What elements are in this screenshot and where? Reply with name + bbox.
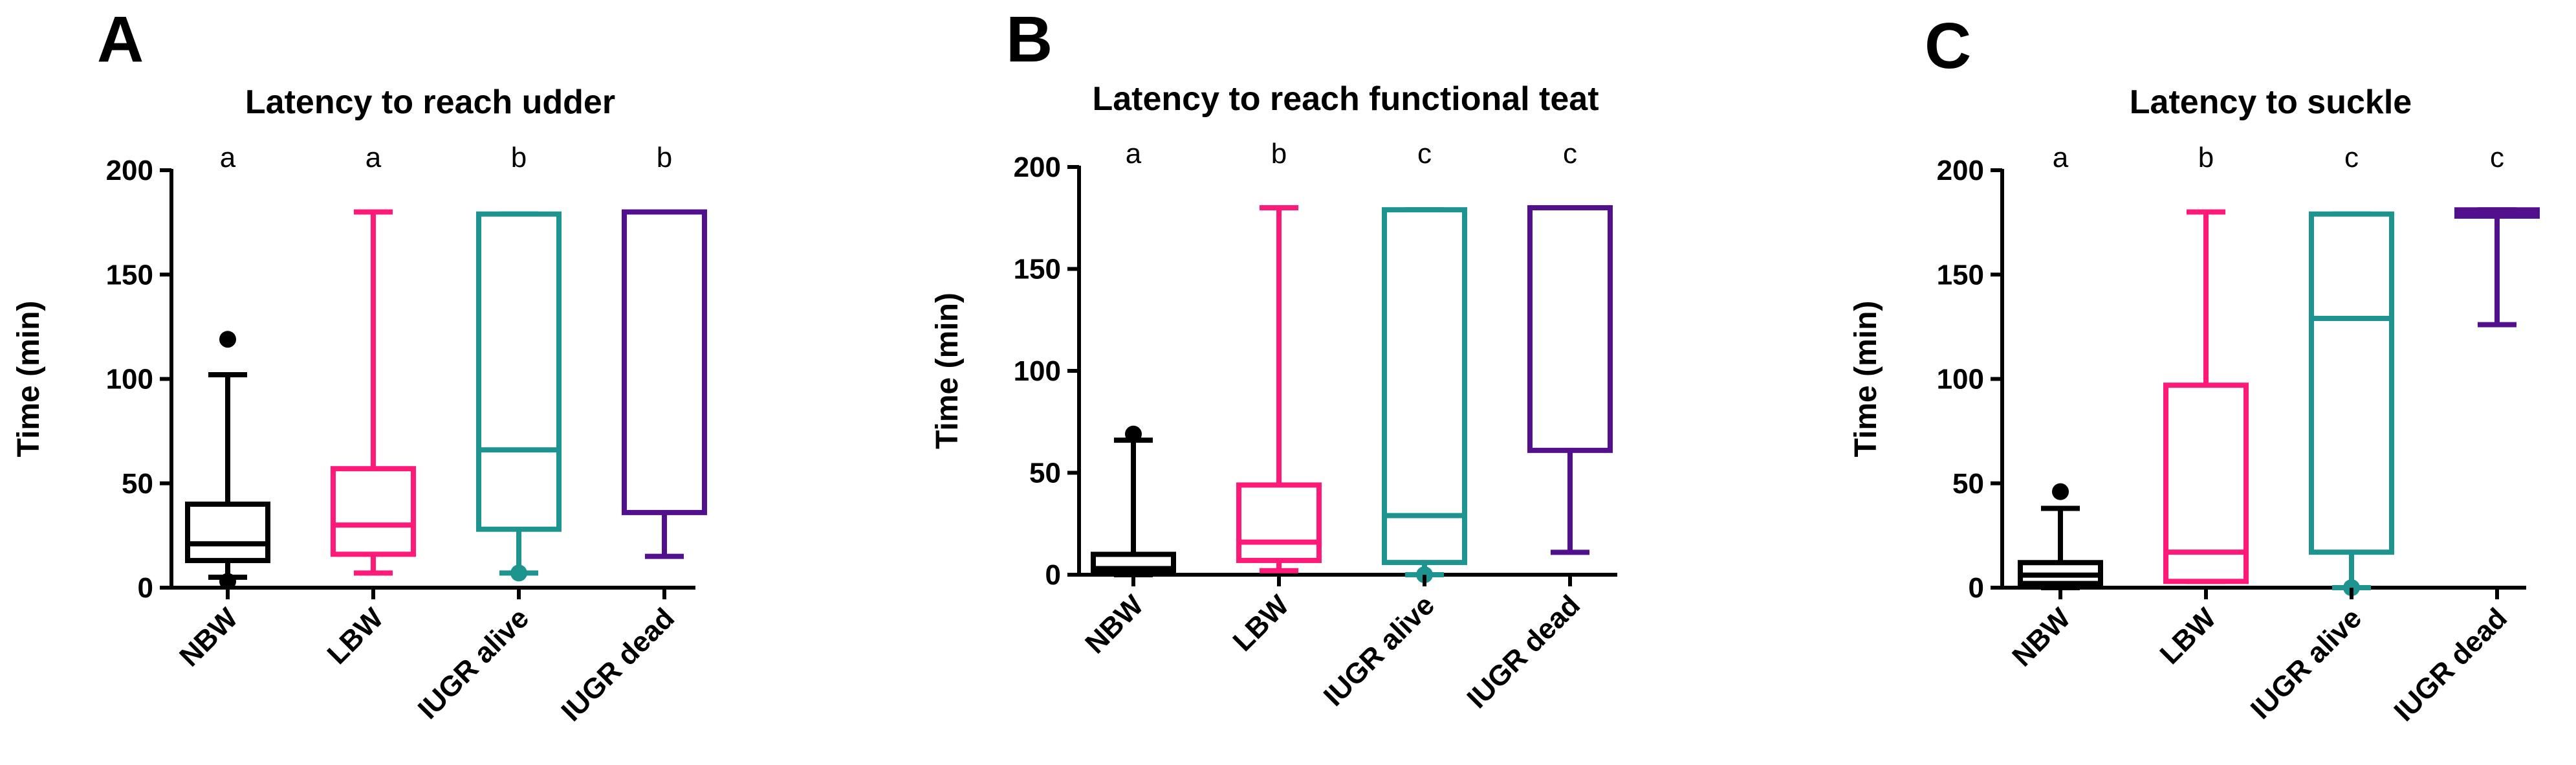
chart-title: Latency to reach functional teat <box>1092 80 1599 118</box>
panel-b: B Latency to reach functional teat Time (m… <box>930 3 1617 715</box>
significance-letter: b <box>657 142 672 173</box>
x-tick-label: LBW <box>1227 589 1296 658</box>
chart-title: Latency to suckle <box>2130 83 2412 121</box>
box-iqr <box>1236 482 1322 563</box>
significance-letter: a <box>1126 138 1142 170</box>
box-iqr <box>2163 382 2249 584</box>
box-iqr <box>2309 211 2394 555</box>
significance-letter: b <box>2198 142 2214 173</box>
panel-a: A Latency to reach udder Time (min) 0 50 100 1… <box>12 3 707 727</box>
y-axis-label: Time (min) <box>12 301 46 458</box>
box-iqr <box>185 502 270 564</box>
significance-letter: a <box>366 142 382 173</box>
panel-letter: B <box>1006 3 1053 76</box>
significance-letter: a <box>220 142 236 173</box>
x-tick-label: IUGR alive <box>2245 602 2368 725</box>
box-iqr <box>622 209 707 515</box>
x-tick-label: LBW <box>322 602 390 671</box>
box-iugr-alive <box>1382 207 1467 583</box>
y-tick-label: 200 <box>106 155 153 186</box>
y-tick-label: 200 <box>1014 151 1061 183</box>
box-iugr-dead <box>622 209 707 559</box>
y-tick-label: 100 <box>1014 355 1061 387</box>
outlier-point <box>510 564 527 582</box>
x-tick-label: IUGR alive <box>412 602 535 725</box>
x-tick-label: IUGR alive <box>1318 589 1441 712</box>
box-nbw <box>185 331 270 590</box>
y-tick-label: 150 <box>1937 259 1984 291</box>
box-iqr <box>331 466 416 557</box>
box-iqr <box>1382 207 1467 566</box>
y-tick-label: 150 <box>1014 254 1061 285</box>
significance-letter: c <box>1563 138 1577 170</box>
y-tick-label: 200 <box>1937 155 1984 186</box>
y-tick-label: 100 <box>106 364 153 395</box>
x-tick-label: IUGR dead <box>1461 589 1586 715</box>
significance-letter: a <box>2053 142 2069 173</box>
y-tick-label: 0 <box>138 572 153 604</box>
y-tick-label: 50 <box>1029 458 1061 489</box>
box-iugr-dead <box>2454 207 2540 327</box>
x-tick-label: IUGR dead <box>2388 602 2513 727</box>
x-tick-label: NBW <box>1079 589 1150 660</box>
y-tick-label: 50 <box>122 468 153 500</box>
box-iugr-dead <box>1527 205 1613 555</box>
y-axis-label: Time (min) <box>1849 301 1883 458</box>
box-lbw <box>1236 205 1322 573</box>
x-tick-label: IUGR dead <box>555 602 681 727</box>
significance-letter: b <box>1271 138 1287 170</box>
significance-letter: c <box>2344 142 2359 173</box>
outlier-point <box>219 331 236 348</box>
outlier-point <box>1125 425 1142 443</box>
significance-letter: c <box>1417 138 1432 170</box>
x-tick-label: NBW <box>173 602 244 672</box>
y-tick-label: 0 <box>1969 572 1984 604</box>
box-iqr <box>1527 205 1613 453</box>
box-lbw <box>331 209 416 576</box>
panel-letter: A <box>97 3 144 76</box>
chart-title: Latency to reach udder <box>245 83 615 121</box>
y-tick-label: 0 <box>1045 559 1061 591</box>
box-nbw <box>2018 483 2103 590</box>
significance-letter: c <box>2490 142 2504 173</box>
y-axis-label: Time (min) <box>930 293 965 449</box>
panel-c: C Latency to suckle Time (min) 0 50 100 150 200… <box>1849 10 2540 727</box>
y-tick-label: 50 <box>1952 468 1984 500</box>
y-tick-label: 150 <box>106 259 153 291</box>
box-nbw <box>1091 425 1176 577</box>
y-tick-label: 100 <box>1937 364 1984 395</box>
box-iqr <box>476 211 562 532</box>
panel-letter: C <box>1925 10 1971 82</box>
outlier-point <box>219 573 236 590</box>
box-lbw <box>2163 209 2249 584</box>
x-tick-label: NBW <box>2006 602 2077 672</box>
box-iugr-alive <box>476 211 562 582</box>
outlier-point <box>2052 483 2069 500</box>
box-iugr-alive <box>2309 211 2394 596</box>
significance-letter: b <box>511 142 527 173</box>
x-tick-label: LBW <box>2154 602 2223 671</box>
